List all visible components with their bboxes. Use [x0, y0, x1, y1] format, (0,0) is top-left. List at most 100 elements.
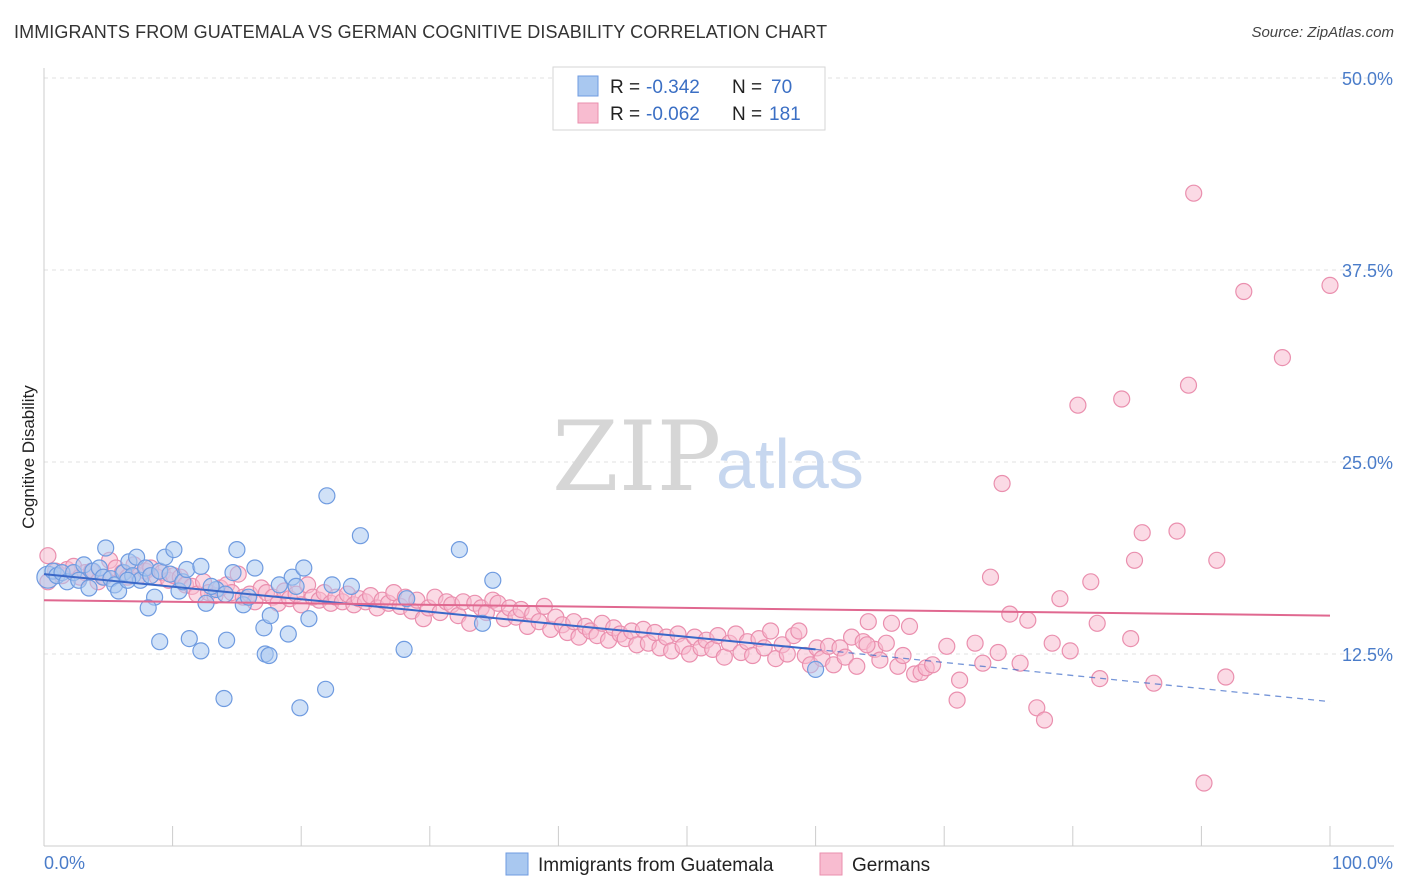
- bottom-legend-label-germans: Germans: [852, 855, 930, 876]
- y-axis-title: Cognitive Disability: [19, 385, 38, 529]
- y-tick-label: 50.0%: [1342, 69, 1393, 89]
- point-germans: [948, 691, 966, 709]
- point-guatemala: [398, 590, 416, 608]
- point-guatemala: [97, 539, 115, 557]
- point-germans: [859, 613, 877, 631]
- point-germans: [1321, 276, 1339, 294]
- bottom-legend-label-guatemala: Immigrants from Guatemala: [538, 855, 774, 876]
- point-germans: [981, 568, 1000, 586]
- point-germans: [1028, 699, 1046, 717]
- x-tick-label-min: 0.0%: [44, 853, 85, 873]
- chart-title: IMMIGRANTS FROM GUATEMALA VS GERMAN COGN…: [14, 22, 828, 42]
- point-guatemala: [450, 540, 468, 559]
- point-guatemala: [342, 577, 360, 596]
- point-germans: [1217, 668, 1235, 686]
- legend-n-value-2: 181: [769, 104, 801, 125]
- y-tick-label: 25.0%: [1342, 453, 1393, 473]
- point-germans: [1082, 573, 1100, 591]
- source-credit: Source: ZipAtlas.com: [1251, 24, 1394, 41]
- point-germans: [966, 634, 984, 652]
- point-germans: [882, 614, 901, 632]
- point-germans: [1011, 654, 1029, 672]
- legend-r-label-2: R =: [610, 104, 640, 125]
- watermark: ZIP atlas: [552, 401, 864, 513]
- point-guatemala: [806, 660, 825, 679]
- point-germans: [993, 474, 1011, 493]
- trend-line-germans: [43, 599, 1331, 617]
- point-germans: [1088, 614, 1106, 632]
- legend-n-label-2: N =: [732, 104, 762, 125]
- point-guatemala: [192, 642, 210, 660]
- point-guatemala: [484, 571, 502, 589]
- point-guatemala: [291, 699, 309, 717]
- point-germans: [848, 657, 866, 675]
- point-guatemala: [228, 540, 246, 559]
- point-germans: [1001, 605, 1019, 623]
- point-guatemala: [118, 571, 137, 589]
- point-germans: [1195, 774, 1213, 792]
- point-guatemala: [178, 560, 196, 579]
- point-germans: [877, 634, 895, 652]
- point-germans: [1113, 390, 1131, 408]
- point-germans: [1235, 282, 1253, 301]
- point-germans: [1069, 396, 1087, 414]
- point-germans: [950, 671, 969, 689]
- point-guatemala: [180, 629, 198, 648]
- point-guatemala: [197, 594, 215, 612]
- point-guatemala: [270, 576, 288, 594]
- point-germans: [1133, 524, 1151, 542]
- point-guatemala: [279, 625, 297, 643]
- point-germans: [938, 637, 956, 655]
- point-germans: [989, 643, 1007, 662]
- point-germans: [761, 622, 780, 640]
- point-germans: [1185, 184, 1203, 202]
- point-guatemala: [246, 559, 264, 577]
- point-guatemala: [215, 689, 233, 708]
- point-germans: [1035, 711, 1054, 729]
- point-guatemala: [318, 487, 336, 505]
- point-germans: [1179, 376, 1198, 394]
- point-germans: [923, 656, 942, 674]
- point-guatemala: [218, 631, 236, 649]
- point-germans: [1122, 629, 1140, 648]
- bottom-legend-swatch-guatemala: [505, 852, 529, 876]
- point-germans: [900, 617, 919, 636]
- point-guatemala: [317, 680, 335, 698]
- point-guatemala: [261, 606, 279, 625]
- point-germans: [1125, 551, 1144, 569]
- point-germans: [1091, 669, 1109, 688]
- point-germans: [974, 654, 992, 672]
- point-germans: [1061, 642, 1079, 660]
- trend-line-guatemala-extension: [815, 648, 1331, 703]
- x-ticks: [43, 826, 1331, 846]
- legend-top: R = -0.342 N = 70 R = -0.062 N = 181: [552, 66, 826, 131]
- point-guatemala: [216, 585, 234, 603]
- point-guatemala: [351, 527, 369, 545]
- point-guatemala: [161, 565, 179, 583]
- point-guatemala: [139, 599, 157, 617]
- point-guatemala: [295, 559, 313, 577]
- bottom-legend-swatch-germans: [819, 852, 843, 876]
- y-tick-labels: 12.5% 25.0% 37.5% 50.0%: [1342, 69, 1393, 665]
- point-germans: [778, 645, 796, 663]
- point-guatemala: [287, 577, 305, 596]
- point-guatemala: [395, 640, 413, 659]
- point-guatemala: [260, 646, 278, 665]
- point-germans: [39, 547, 57, 565]
- point-germans: [1208, 551, 1226, 569]
- point-germans: [871, 651, 889, 669]
- point-germans: [894, 646, 912, 665]
- point-guatemala: [192, 557, 210, 576]
- legend-swatch-guatemala: [577, 75, 599, 97]
- point-germans: [1168, 522, 1186, 540]
- trend-lines: [43, 573, 1331, 703]
- y-tick-label: 37.5%: [1342, 261, 1393, 281]
- series-guatemala: [36, 487, 825, 717]
- axes: [43, 68, 1394, 847]
- point-guatemala: [300, 610, 318, 628]
- point-germans: [1043, 634, 1061, 652]
- y-tick-label: 12.5%: [1342, 645, 1393, 665]
- legend-swatch-germans: [577, 102, 599, 124]
- point-guatemala: [151, 633, 169, 651]
- point-guatemala: [473, 614, 492, 632]
